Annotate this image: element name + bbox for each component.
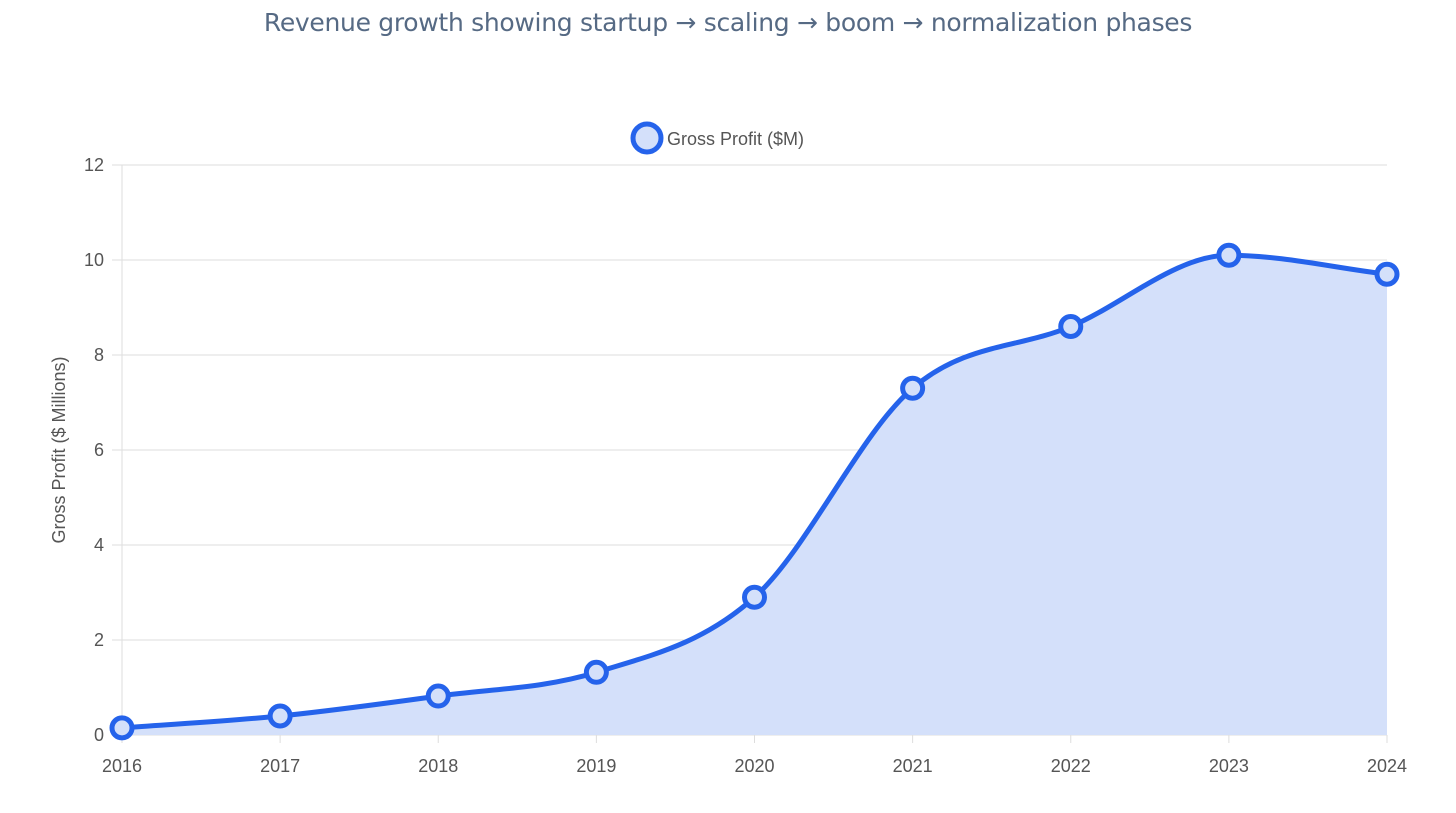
y-tick-label: 0 [94,725,104,745]
y-tick-label: 10 [84,250,104,270]
series-area-fill [122,255,1387,735]
data-point-2022[interactable] [1058,314,1084,339]
y-axis-title: Gross Profit ($ Millions) [49,356,69,543]
x-tick-label: 2019 [576,756,616,776]
data-point-2023[interactable] [1216,242,1242,268]
data-point-2016[interactable] [109,715,135,741]
data-point-2020[interactable] [742,584,767,610]
data-point-2021[interactable] [900,375,926,401]
y-tick-label: 12 [84,155,104,175]
series-layer [109,242,1400,741]
x-tick-label: 2023 [1209,756,1249,776]
data-point-2018[interactable] [425,683,451,709]
legend-marker-icon[interactable] [630,121,664,155]
x-tick-label: 2021 [893,756,933,776]
data-point-2019[interactable] [583,659,609,685]
data-point-2024[interactable] [1374,261,1400,287]
x-axis-ticks: 2016 2017 2018 2019 2020 2021 2022 2023 2024 [102,735,1407,776]
x-tick-label: 2024 [1367,756,1407,776]
y-tick-label: 4 [94,535,104,555]
data-point-2017[interactable] [267,703,293,729]
y-tick-label: 8 [94,345,104,365]
x-tick-label: 2018 [418,756,458,776]
x-tick-label: 2020 [734,756,774,776]
x-tick-label: 2016 [102,756,142,776]
x-tick-label: 2017 [260,756,300,776]
chart-title: Revenue growth showing startup → scaling… [263,8,1193,37]
y-tick-label: 6 [94,440,104,460]
y-axis-ticks: 0 2 4 6 8 10 12 [84,155,104,745]
series-line [119,252,1390,731]
legend[interactable]: Gross Profit ($M) [630,121,804,155]
y-tick-label: 2 [94,630,104,650]
legend-label[interactable]: Gross Profit ($M) [667,129,804,149]
x-tick-label: 2022 [1051,756,1091,776]
